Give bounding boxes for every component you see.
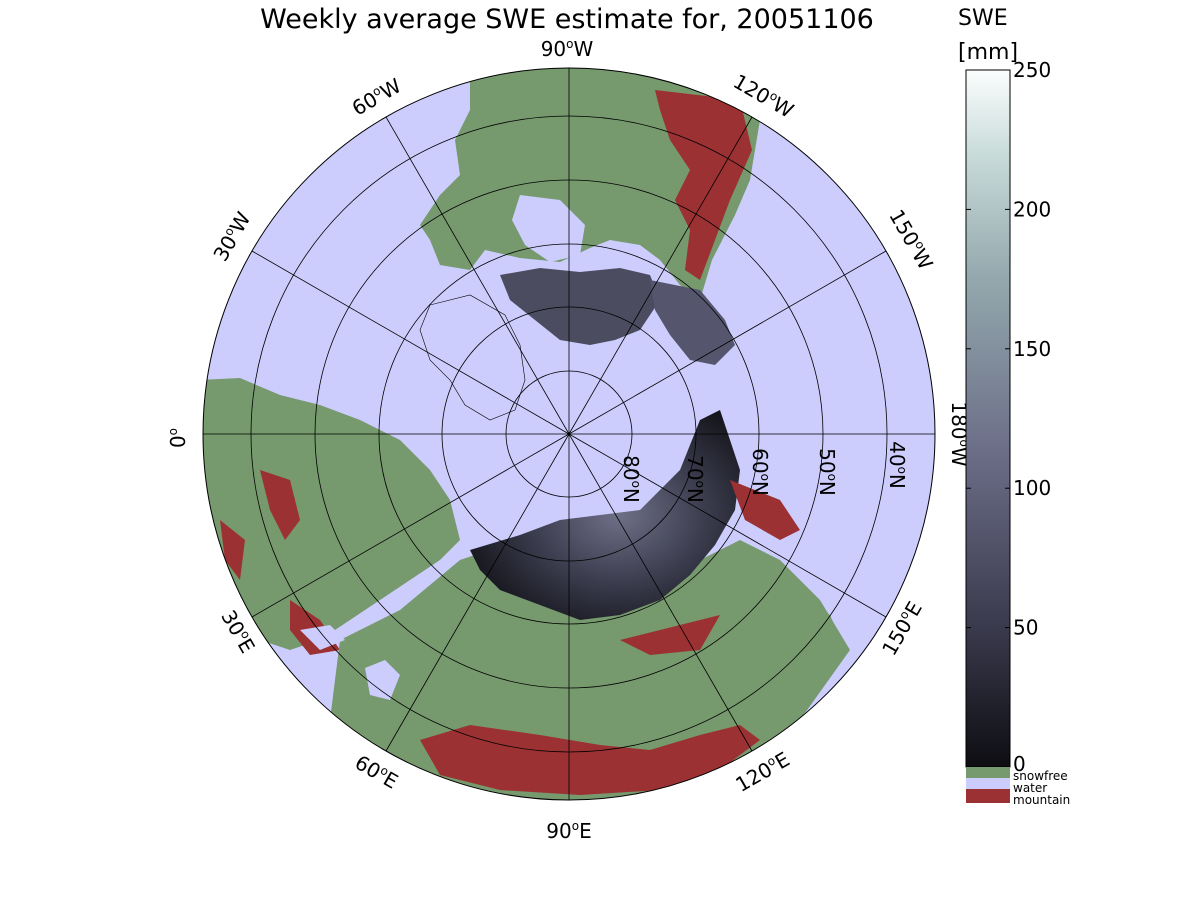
colorbar: 0 50 100 150 200 250 snowfree water mountain (965, 58, 1070, 807)
lon-label-0: 0o (166, 428, 190, 448)
land-layer (203, 68, 850, 800)
colorbar-tick-label: 0 (1013, 752, 1026, 776)
lat-label-40n: 40oN (885, 441, 909, 489)
lon-label-90w: 90oW (541, 37, 594, 61)
colorbar-snowfree-label: snowfree (1013, 769, 1068, 783)
colorbar-title: SWE (958, 6, 1008, 31)
colorbar-mountain-label: mountain (1013, 793, 1070, 807)
europe-land (203, 378, 460, 650)
japan (810, 600, 845, 670)
black-sea (300, 625, 345, 650)
siberia-swe (470, 410, 740, 620)
lat-label-70n: 70oN (683, 455, 707, 503)
lat-label-80n: 80oN (619, 455, 643, 503)
colorbar-ticks: 0 50 100 150 200 250 (966, 58, 1051, 776)
colorbar-snowfree-swatch (966, 767, 1010, 778)
longitude-grid (203, 68, 935, 800)
colorbar-tick-label: 200 (1013, 197, 1051, 221)
canadian-archipelago (500, 268, 660, 345)
colorbar-tick-label: 50 (1013, 616, 1038, 640)
hudson-bay (512, 195, 585, 262)
lon-label-60e: 60oE (351, 750, 402, 794)
north-america-mountains (655, 90, 752, 280)
colorbar-water-swatch (966, 778, 1010, 789)
colorbar-tick-label: 100 (1013, 476, 1051, 500)
colorbar-gradient (965, 69, 1011, 768)
colorbar-unit: [mm] (958, 40, 1019, 65)
latitude-labels: 80oN 70oN 60oN 50oN 40oN (619, 441, 909, 503)
greenland (419, 294, 526, 421)
colorbar-mountain-swatch (966, 789, 1010, 803)
colorbar-tick-label: 150 (1013, 337, 1051, 361)
map-title: Weekly average SWE estimate for, 2005110… (260, 4, 874, 35)
lon-label-90e: 90oE (546, 819, 591, 843)
caspian-sea (365, 660, 400, 700)
alaska-swe (650, 280, 735, 365)
colorbar-water-label: water (1013, 781, 1047, 795)
asia-mountains (420, 480, 800, 795)
colorbar-tick-label: 250 (1013, 58, 1051, 82)
lat-label-60n: 60oN (748, 448, 772, 496)
lat-label-50n: 50oN (815, 448, 839, 496)
